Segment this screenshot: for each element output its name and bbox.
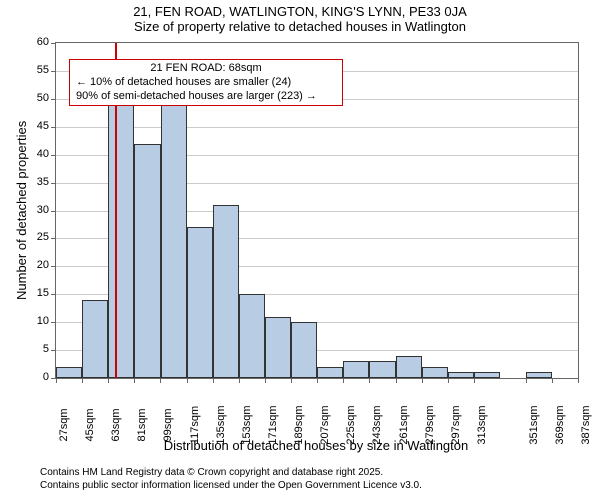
x-tick-mark [422,378,423,383]
histogram-bar [474,372,500,378]
x-tick-mark [213,378,214,383]
y-tick-mark [51,322,56,323]
histogram-bar [265,317,291,378]
y-tick-label: 20 [25,259,49,271]
x-tick-mark [474,378,475,383]
chart-container: 21, FEN ROAD, WATLINGTON, KING'S LYNN, P… [0,0,600,500]
histogram-bar [56,367,82,378]
chart-title: 21, FEN ROAD, WATLINGTON, KING'S LYNN, P… [0,0,600,19]
x-tick-label: 81sqm [136,408,148,441]
y-tick-mark [51,294,56,295]
x-tick-label: 27sqm [58,408,70,441]
x-tick-mark [239,378,240,383]
histogram-bar [161,99,187,378]
x-tick-mark [134,378,135,383]
gridline [56,127,578,128]
y-tick-label: 50 [25,92,49,104]
plot-area: 21 FEN ROAD: 68sqm ← 10% of detached hou… [55,42,579,379]
y-tick-label: 35 [25,176,49,188]
histogram-bar [396,356,422,378]
y-tick-mark [51,350,56,351]
x-tick-mark [343,378,344,383]
chart-subtitle: Size of property relative to detached ho… [0,19,600,34]
histogram-bar [82,300,108,378]
x-tick-mark [369,378,370,383]
histogram-bar [422,367,448,378]
histogram-bar [239,294,265,378]
annotation-title: 21 FEN ROAD: 68sqm [76,62,336,76]
x-tick-mark [56,378,57,383]
histogram-bar [108,99,134,378]
histogram-bar [187,227,213,378]
attribution-footer: Contains HM Land Registry data © Crown c… [40,466,422,492]
x-axis-label: Distribution of detached houses by size … [55,438,577,453]
y-tick-mark [51,155,56,156]
y-tick-label: 30 [25,204,49,216]
y-tick-mark [51,238,56,239]
x-tick-mark [160,378,161,383]
x-tick-mark [526,378,527,383]
histogram-bar [317,367,343,378]
x-tick-label: 63sqm [110,408,122,441]
x-tick-mark [265,378,266,383]
histogram-bar [213,205,239,378]
y-tick-mark [51,127,56,128]
footer-line-2: Contains public sector information licen… [40,479,422,492]
y-tick-mark [51,211,56,212]
annotation-box: 21 FEN ROAD: 68sqm ← 10% of detached hou… [69,59,343,106]
y-tick-label: 40 [25,148,49,160]
x-tick-label: 387sqm [580,405,592,444]
y-tick-mark [51,99,56,100]
histogram-bar [291,322,317,378]
histogram-bar [134,144,161,379]
x-tick-label: 99sqm [162,408,174,441]
x-tick-mark [552,378,553,383]
y-tick-mark [51,43,56,44]
y-tick-label: 0 [25,371,49,383]
annotation-smaller-line: ← 10% of detached houses are smaller (24… [76,76,336,90]
x-tick-mark [291,378,292,383]
y-tick-mark [51,71,56,72]
y-tick-label: 25 [25,231,49,243]
histogram-bar [369,361,396,378]
histogram-bar [448,372,474,378]
histogram-bar [343,361,369,378]
x-tick-label: 45sqm [84,408,96,441]
y-tick-mark [51,183,56,184]
x-tick-mark [396,378,397,383]
footer-line-1: Contains HM Land Registry data © Crown c… [40,466,422,479]
y-tick-label: 45 [25,120,49,132]
y-tick-label: 10 [25,315,49,327]
x-tick-mark [578,378,579,383]
x-tick-mark [448,378,449,383]
y-tick-label: 5 [25,343,49,355]
x-tick-mark [187,378,188,383]
annotation-larger-line: 90% of semi-detached houses are larger (… [76,90,336,104]
histogram-bar [526,372,552,378]
y-tick-label: 55 [25,64,49,76]
x-tick-mark [108,378,109,383]
y-tick-mark [51,266,56,267]
y-tick-label: 15 [25,287,49,299]
x-tick-mark [82,378,83,383]
x-tick-mark [317,378,318,383]
y-tick-label: 60 [25,36,49,48]
